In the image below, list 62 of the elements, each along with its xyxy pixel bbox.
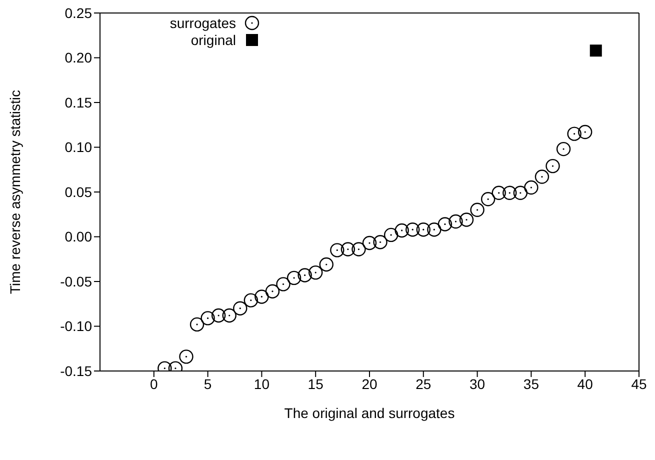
x-tick-label: 45 <box>631 376 647 392</box>
point <box>406 222 420 237</box>
y-tick-label: -0.15 <box>60 362 92 379</box>
legend-label: surrogates <box>170 14 236 30</box>
y-tick-label: 0.20 <box>64 50 92 66</box>
point <box>254 290 269 304</box>
point <box>298 268 312 282</box>
point <box>427 222 442 237</box>
point <box>308 265 323 280</box>
point <box>276 277 290 292</box>
x-tick-label: 5 <box>204 376 212 392</box>
point <box>190 317 204 332</box>
point <box>470 202 484 217</box>
point <box>590 44 602 57</box>
x-tick-label: 10 <box>254 376 270 392</box>
x-tick-label: 15 <box>308 376 324 392</box>
x-tick-label: 20 <box>362 376 378 392</box>
y-tick-label: 0.25 <box>64 4 92 21</box>
x-axis-title: The original and surrogates <box>284 405 455 421</box>
point <box>448 214 463 229</box>
point <box>513 186 528 200</box>
point <box>352 242 366 256</box>
point <box>438 217 452 232</box>
y-axis-title: Time reverse asymmetry statistic <box>6 90 23 294</box>
x-tick-label: 30 <box>470 376 486 392</box>
point <box>556 142 571 156</box>
point <box>265 284 280 298</box>
point <box>567 126 582 141</box>
x-tick-label: 40 <box>577 376 594 392</box>
point <box>373 235 388 250</box>
x-tick-label: 25 <box>416 376 432 392</box>
point <box>200 311 215 326</box>
point <box>362 236 377 250</box>
point <box>244 293 258 308</box>
y-tick-label: 0.15 <box>64 94 92 110</box>
point <box>384 228 398 242</box>
point <box>480 192 496 206</box>
x-tick-label: 35 <box>523 376 540 392</box>
x-tick-label: 0 <box>150 376 158 392</box>
point <box>459 212 474 227</box>
point <box>233 301 248 316</box>
point <box>492 186 506 200</box>
y-tick-label: -0.10 <box>60 318 92 334</box>
point <box>394 223 409 238</box>
point <box>502 186 517 200</box>
point <box>179 350 194 364</box>
point <box>534 170 550 184</box>
point <box>524 180 538 195</box>
legend-label: original <box>190 32 236 48</box>
point <box>222 308 236 323</box>
point <box>211 308 226 323</box>
point <box>578 124 592 140</box>
point <box>340 242 356 256</box>
y-tick-label: 0.05 <box>64 184 92 200</box>
point <box>286 270 302 286</box>
point <box>546 158 560 174</box>
point <box>319 257 334 272</box>
y-tick-label: 0.10 <box>64 139 92 156</box>
point <box>330 243 344 258</box>
point <box>416 222 430 237</box>
y-tick-label: 0.00 <box>64 228 92 245</box>
y-tick-label: -0.05 <box>60 273 92 290</box>
